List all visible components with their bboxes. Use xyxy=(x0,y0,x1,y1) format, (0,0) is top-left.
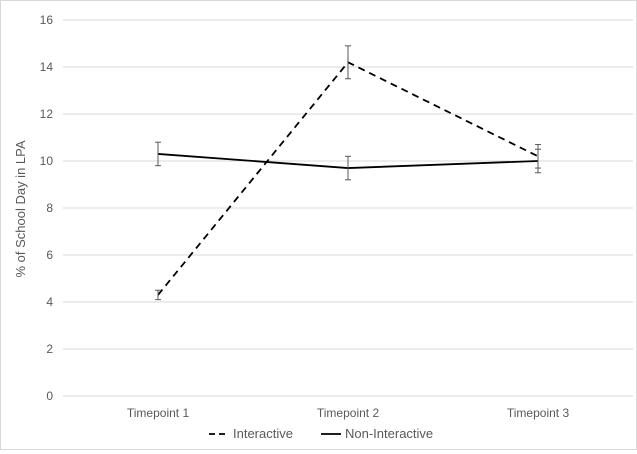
y-tick-label: 16 xyxy=(40,13,54,27)
legend: Interactive Non-Interactive xyxy=(209,426,433,441)
y-tick-label: 12 xyxy=(40,107,54,121)
y-axis-title: % of School Day in LPA xyxy=(13,140,28,277)
legend-item-non-interactive: Non-Interactive xyxy=(321,426,433,441)
x-tick-labels: Timepoint 1 Timepoint 2 Timepoint 3 xyxy=(127,406,570,420)
x-tick-label: Timepoint 1 xyxy=(127,406,190,420)
legend-item-interactive: Interactive xyxy=(209,426,293,441)
legend-label: Interactive xyxy=(233,426,293,441)
y-tick-label: 4 xyxy=(46,295,53,309)
legend-label: Non-Interactive xyxy=(345,426,433,441)
x-tick-label: Timepoint 2 xyxy=(317,406,380,420)
y-tick-label: 6 xyxy=(46,248,53,262)
x-tick-label: Timepoint 3 xyxy=(507,406,570,420)
y-tick-labels: 0 2 4 6 8 10 12 14 16 xyxy=(40,13,54,403)
y-tick-label: 14 xyxy=(40,60,54,74)
y-tick-label: 8 xyxy=(46,201,53,215)
y-tick-label: 0 xyxy=(46,389,53,403)
y-tick-label: 2 xyxy=(46,342,53,356)
error-bar xyxy=(345,46,351,79)
y-tick-label: 10 xyxy=(40,154,54,168)
series xyxy=(155,46,541,300)
